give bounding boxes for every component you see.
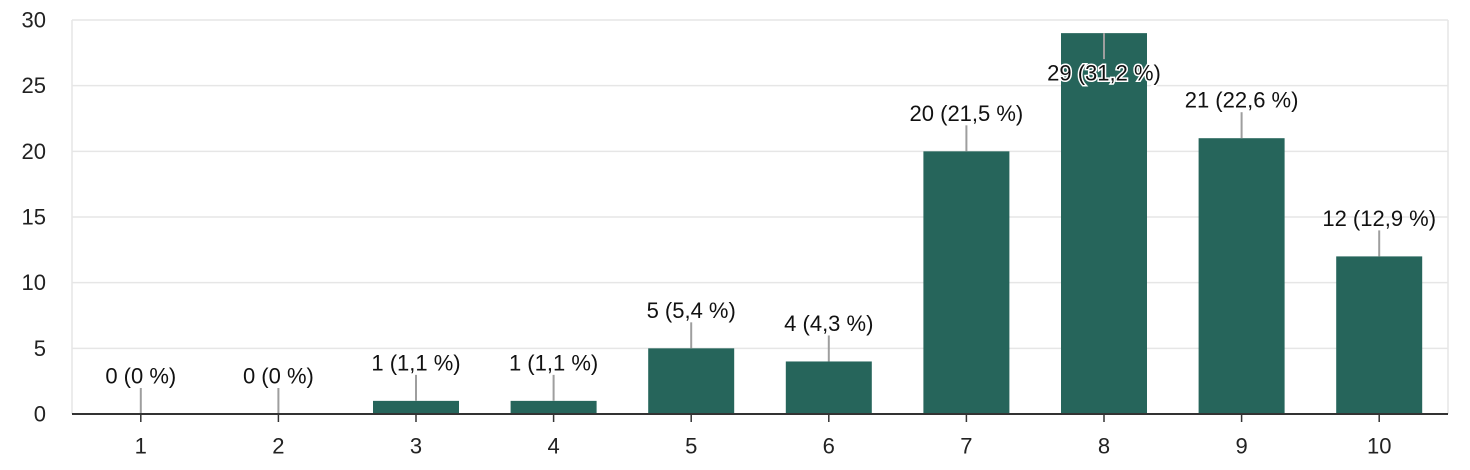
- x-tick-labels: 1 2 3 4 5 6 7 8 9 10: [135, 434, 1392, 459]
- x-tick-label: 4: [547, 434, 559, 459]
- data-labels: 0 (0 %) 0 (0 %) 1 (1,1 %) 1 (1,1 %) 5 (5,4 %…: [105, 59, 1436, 389]
- axes: [71, 20, 1449, 422]
- bar: [785, 361, 872, 414]
- y-tick-label: 15: [22, 205, 46, 230]
- x-tick-label: 3: [410, 434, 422, 459]
- bar: [1198, 138, 1285, 414]
- data-label: 21 (22,6 %): [1185, 88, 1299, 113]
- bar: [648, 348, 735, 414]
- data-label: 1 (1,1 %): [371, 350, 460, 375]
- data-label: 20 (21,5 %): [910, 101, 1024, 126]
- data-label: 12 (12,9 %): [1322, 206, 1436, 231]
- x-tick-label: 10: [1367, 434, 1391, 459]
- y-tick-label: 5: [34, 336, 46, 361]
- data-label: 29 (31,2 %): [1047, 61, 1161, 86]
- x-tick-label: 5: [685, 434, 697, 459]
- bar: [1336, 256, 1423, 414]
- y-tick-label: 0: [34, 402, 46, 427]
- data-label: 1 (1,1 %): [509, 350, 598, 375]
- x-tick-label: 9: [1235, 434, 1247, 459]
- data-label: 0 (0 %): [243, 364, 314, 389]
- bar: [373, 400, 459, 414]
- y-tick-label: 20: [22, 139, 46, 164]
- data-label: 4 (4,3 %): [784, 311, 873, 336]
- label-leader-lines: [139, 33, 1381, 414]
- data-label: 5 (5,4 %): [647, 298, 736, 323]
- data-label: 0 (0 %): [105, 364, 176, 389]
- x-tick-label: 1: [135, 434, 147, 459]
- y-tick-label: 25: [22, 73, 46, 98]
- bar: [510, 400, 597, 414]
- y-tick-labels: 0 5 10 15 20 25 30: [22, 8, 46, 427]
- bars: [373, 33, 1423, 415]
- x-tick-label: 8: [1098, 434, 1110, 459]
- y-tick-label: 10: [22, 270, 46, 295]
- x-tick-label: 2: [272, 434, 284, 459]
- bar: [923, 151, 1010, 415]
- bar: [1061, 33, 1147, 415]
- y-tick-label: 30: [22, 8, 46, 33]
- x-tick-label: 6: [823, 434, 835, 459]
- x-tick-label: 7: [960, 434, 972, 459]
